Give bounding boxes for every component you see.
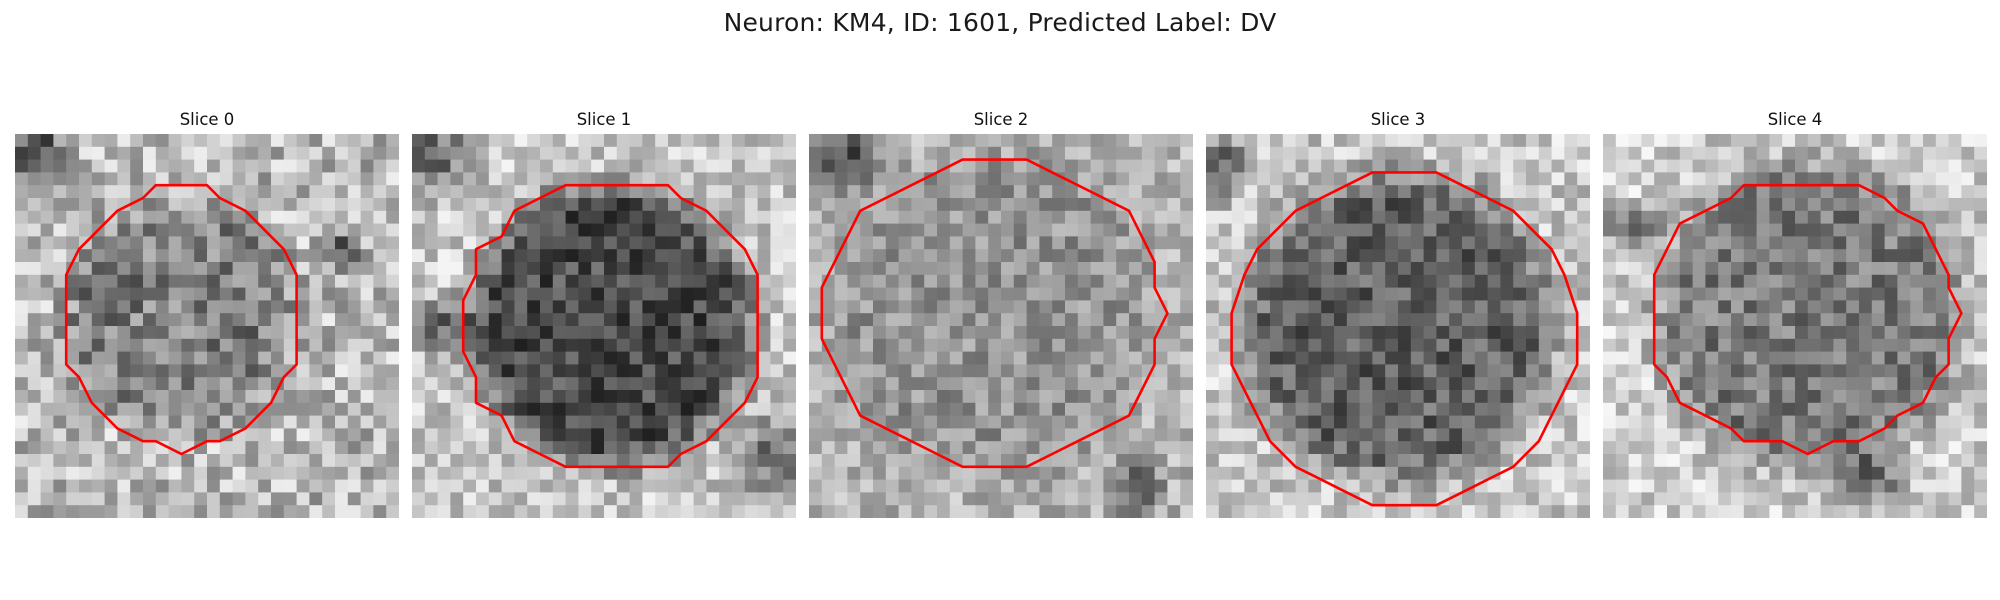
slice-title-0: Slice 0: [179, 110, 235, 129]
slice-image-2: [809, 134, 1193, 518]
slice-image-0: [15, 134, 399, 518]
segmentation-contour: [461, 183, 759, 469]
slice-panel-4: Slice 4: [1603, 108, 1987, 518]
slice-panel-3: Slice 3: [1206, 108, 1590, 518]
slice-image-3: [1206, 134, 1590, 518]
slice-title-4: Slice 4: [1767, 110, 1823, 129]
segmentation-contour: [820, 158, 1169, 469]
segmentation-contour: [64, 183, 298, 456]
slice-image-1: [412, 134, 796, 518]
segmentation-contour: [1230, 171, 1579, 507]
segmentation-contour: [1652, 183, 1963, 456]
slice-image-4: [1603, 134, 1987, 518]
slice-panel-2: Slice 2: [809, 108, 1193, 518]
slice-title-3: Slice 3: [1370, 110, 1426, 129]
slice-title-1: Slice 1: [576, 110, 632, 129]
slice-panel-0: Slice 0: [15, 108, 399, 518]
slice-panel-1: Slice 1: [412, 108, 796, 518]
figure-title: Neuron: KM4, ID: 1601, Predicted Label: …: [723, 8, 1277, 37]
slice-title-2: Slice 2: [973, 110, 1029, 129]
